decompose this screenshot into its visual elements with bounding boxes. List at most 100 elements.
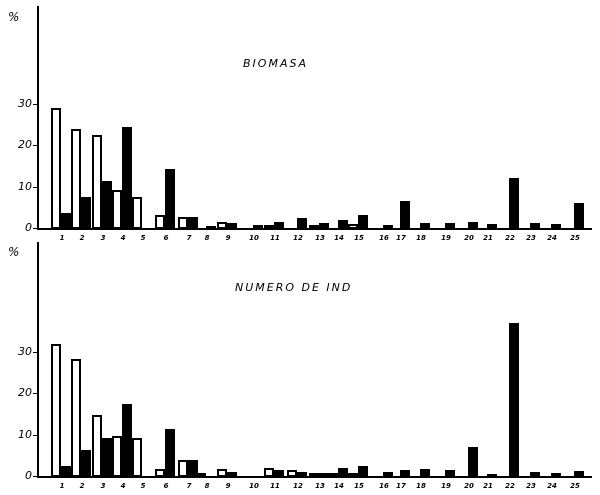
x-tick-label: 7 (186, 234, 192, 242)
bar-filled (81, 450, 91, 477)
chart-title: NUMERO DE IND (235, 281, 353, 294)
x-tick-label: 22 (505, 482, 515, 490)
x-tick-label: 2 (79, 482, 85, 490)
bar-filled (487, 224, 497, 229)
bar-filled (297, 218, 307, 229)
bar-filled (338, 220, 348, 229)
bar-filled (530, 223, 540, 229)
x-tick-label: 17 (396, 234, 406, 242)
bar-open (92, 415, 102, 477)
bar-filled (509, 323, 519, 477)
bar-filled (468, 447, 478, 477)
bar-filled (61, 213, 71, 229)
y-tick-mark (33, 186, 38, 188)
bar-open (132, 197, 142, 229)
x-tick-label: 13 (315, 482, 325, 490)
x-tick-label: 3 (100, 234, 106, 242)
bar-filled (358, 215, 368, 229)
x-tick-label: 12 (293, 234, 303, 242)
x-tick-label: 1 (59, 482, 65, 490)
x-tick-label: 6 (163, 482, 169, 490)
bar-filled (274, 222, 284, 229)
bar-filled (319, 473, 329, 477)
bar-filled (383, 472, 393, 477)
y-tick-mark (33, 228, 38, 229)
bar-filled (206, 226, 216, 229)
bar-filled (400, 470, 410, 477)
y-tick-label: 10 (18, 179, 32, 193)
bar-open (309, 473, 319, 477)
bar-open (71, 129, 81, 229)
bar-open (348, 224, 358, 229)
x-tick-label: 21 (483, 482, 493, 490)
x-tick-label: 22 (505, 234, 515, 242)
bar-filled (445, 223, 455, 229)
y-axis-unit-label: % (8, 245, 20, 259)
bar-open (51, 344, 61, 477)
x-tick-label: 19 (441, 482, 451, 490)
bar-filled (102, 181, 112, 229)
y-tick-mark (33, 393, 38, 395)
bar-open (112, 190, 122, 229)
y-axis (37, 242, 39, 478)
x-tick-label: 11 (270, 482, 280, 490)
bar-open (155, 469, 165, 477)
bar-filled (188, 217, 198, 229)
bar-open (196, 473, 206, 477)
x-tick-label: 2 (79, 234, 85, 242)
x-tick-label: 24 (547, 234, 557, 242)
x-tick-label: 15 (354, 234, 364, 242)
y-axis (37, 6, 39, 230)
bar-filled (122, 127, 132, 229)
bar-filled (420, 469, 430, 477)
y-tick-mark (33, 145, 38, 147)
x-tick-label: 11 (270, 234, 280, 242)
x-tick-label: 18 (416, 234, 426, 242)
bar-filled (102, 438, 112, 477)
x-tick-label: 8 (204, 234, 210, 242)
bar-open (71, 359, 81, 477)
y-tick-label: 20 (18, 386, 32, 400)
x-tick-label: 21 (483, 234, 493, 242)
bar-filled (468, 222, 478, 229)
x-tick-label: 12 (293, 482, 303, 490)
y-tick-label: 0 (25, 221, 32, 234)
bar-open (51, 108, 61, 229)
bar-filled (61, 466, 71, 477)
bar-filled (509, 178, 519, 229)
bar-open (217, 469, 227, 477)
bar-open (217, 222, 227, 229)
x-tick-label: 9 (225, 482, 231, 490)
bar-open (178, 217, 188, 229)
x-tick-label: 5 (140, 234, 146, 242)
y-tick-mark (33, 352, 38, 354)
bar-filled (81, 197, 91, 229)
y-tick-label: 20 (18, 138, 32, 152)
x-tick-label: 15 (354, 482, 364, 490)
y-tick-mark (33, 104, 38, 106)
y-tick-label: 30 (18, 97, 32, 111)
x-tick-label: 9 (225, 234, 231, 242)
x-tick-label: 4 (120, 482, 126, 490)
bar-filled (420, 223, 430, 229)
x-tick-label: 1 (59, 234, 65, 242)
y-axis-unit-label: % (8, 10, 20, 24)
x-tick-label: 20 (464, 234, 474, 242)
x-tick-label: 4 (120, 234, 126, 242)
bar-filled (574, 203, 584, 229)
x-tick-label: 17 (396, 482, 406, 490)
bar-filled (338, 468, 348, 477)
bar-open (132, 438, 142, 477)
bar-open (264, 468, 274, 477)
x-tick-label: 18 (416, 482, 426, 490)
bar-open (348, 473, 358, 477)
x-tick-label: 8 (204, 482, 210, 490)
x-tick-label: 23 (526, 482, 536, 490)
x-axis (37, 228, 592, 230)
bar-open (328, 473, 338, 477)
y-tick-label: 10 (18, 427, 32, 441)
bar-filled (253, 225, 263, 229)
bar-filled (400, 201, 410, 229)
bar-filled (551, 224, 561, 229)
